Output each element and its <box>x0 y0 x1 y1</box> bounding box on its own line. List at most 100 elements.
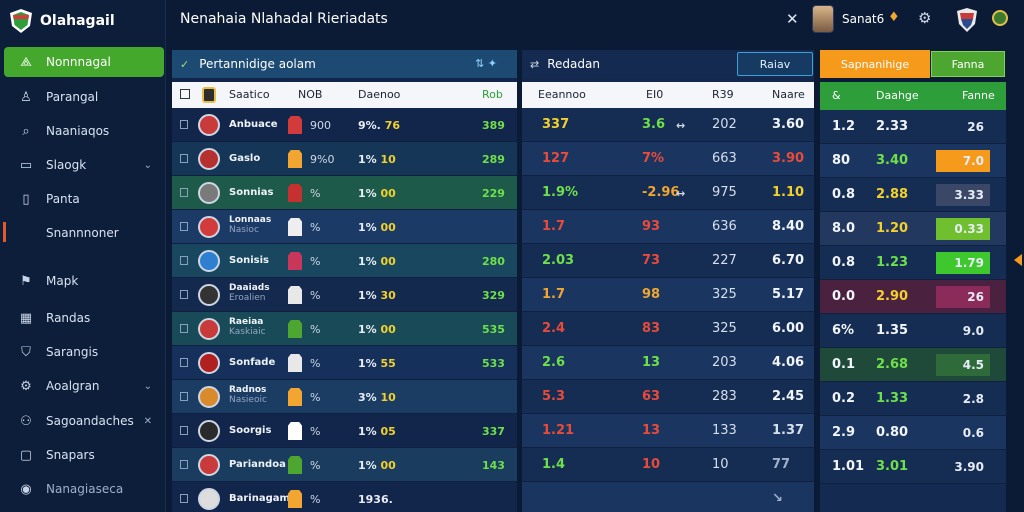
table-row[interactable]: 80 3.40 7.0 <box>820 144 1006 178</box>
col-b[interactable]: Daahge <box>876 89 919 102</box>
badge-icon[interactable] <box>992 10 1008 26</box>
pin-icon[interactable]: ⇅ ✦ <box>475 57 497 70</box>
user-name[interactable]: Sanat6 <box>842 12 885 26</box>
table-row[interactable]: 337 3.6 ↔ 202 3.60 <box>522 108 814 142</box>
table-row[interactable]: 6% 1.35 9.0 <box>820 314 1006 348</box>
row-checkbox[interactable] <box>180 120 188 129</box>
cell-c[interactable]: 26 <box>936 286 990 308</box>
table-row[interactable]: 8.0 1.20 0.33 <box>820 212 1006 246</box>
col-c[interactable]: R39 <box>712 88 734 101</box>
cell-c[interactable]: 4.5 <box>936 354 990 376</box>
table-row[interactable]: 0.8 2.88 3.33 <box>820 178 1006 212</box>
row-checkbox[interactable] <box>180 290 188 299</box>
col-c2[interactable]: Daenoo <box>358 88 401 101</box>
check-icon[interactable]: ✓ <box>180 57 190 71</box>
sidebar-item[interactable]: ⟁ Nonnnagal <box>4 47 164 77</box>
table-row[interactable]: Daaiads Eroalien% 1% 30 329 <box>172 278 517 312</box>
select-all-checkbox[interactable] <box>180 89 190 99</box>
table-row[interactable]: Radnos Nasieoic% 3% 10 <box>172 380 517 414</box>
filter-button[interactable]: Raiav <box>737 52 813 76</box>
col-a[interactable]: & <box>832 89 841 102</box>
row-checkbox[interactable] <box>180 358 188 367</box>
table-row[interactable]: Sonnias% 1% 00 229 <box>172 176 517 210</box>
highlight-button[interactable]: Sapnanihige <box>820 50 930 78</box>
chevron-down-icon[interactable]: ⌄ <box>143 380 152 392</box>
cell-c[interactable]: 2.8 <box>962 392 984 406</box>
table-row[interactable]: 1.2 2.33 26 <box>820 110 1006 144</box>
sidebar-item[interactable]: ▯ Panta <box>4 184 164 214</box>
sidebar-item[interactable]: ⛉ Sarangis <box>4 337 164 367</box>
col-c[interactable]: Fanne <box>962 89 995 102</box>
avatar[interactable] <box>812 5 834 33</box>
cell-c[interactable]: 3.90 <box>954 460 984 474</box>
club-crest-icon[interactable] <box>956 7 978 33</box>
row-checkbox[interactable] <box>180 256 188 265</box>
row-checkbox[interactable] <box>180 460 188 469</box>
row-checkbox[interactable] <box>180 188 188 197</box>
sidebar-item[interactable]: ▦ Randas <box>4 303 164 333</box>
col-c3[interactable]: Rob <box>482 88 503 101</box>
table-row[interactable]: 1.9% -2.96 ↔ 975 1.10 <box>522 176 814 210</box>
sidebar-item[interactable]: ⚑ Mapk <box>4 266 164 296</box>
row-checkbox[interactable] <box>180 426 188 435</box>
table-row[interactable]: 127 7% 663 3.90 <box>522 142 814 176</box>
table-row[interactable]: 1.01 3.01 3.90 <box>820 450 1006 484</box>
col-c1[interactable]: NOB <box>298 88 323 101</box>
gear-icon[interactable]: ⚙ <box>918 9 932 27</box>
sidebar-item[interactable]: ♙ Parangal <box>4 82 164 112</box>
table-row[interactable]: Pariandoa% 1% 00 143 <box>172 448 517 482</box>
table-row[interactable]: 1.21 13 133 1.37 <box>522 414 814 448</box>
cell-c[interactable]: 9.0 <box>962 324 984 338</box>
table-row[interactable]: 5.3 63 283 2.45 <box>522 380 814 414</box>
table-row[interactable]: Gaslo 9%0 1% 10 289 <box>172 142 517 176</box>
sidebar-item[interactable]: ⚙ Aoalgran ⌄ <box>4 371 164 401</box>
close-icon[interactable]: ✕ <box>143 415 152 427</box>
close-icon[interactable]: ✕ <box>786 10 799 28</box>
table-row[interactable]: 2.6 13 203 4.06 <box>522 346 814 380</box>
table-row[interactable]: Barinagam% 1936. <box>172 482 517 512</box>
cell-c[interactable]: 0.6 <box>962 426 984 440</box>
table-row[interactable]: Sonfade% 1% 55 533 <box>172 346 517 380</box>
cell-c[interactable]: 0.33 <box>936 218 990 240</box>
sidebar-item[interactable]: ▢ Snapars <box>4 440 164 470</box>
row-checkbox[interactable] <box>180 494 188 503</box>
row-checkbox[interactable] <box>180 324 188 333</box>
table-row[interactable]: 0.2 1.33 2.8 <box>820 382 1006 416</box>
table-row[interactable]: Sonisis% 1% 00 280 <box>172 244 517 278</box>
row-checkbox[interactable] <box>180 392 188 401</box>
sidebar-item[interactable]: ⌕ Naaniaqos <box>4 116 164 146</box>
expand-arrow-icon[interactable] <box>1014 254 1022 266</box>
col-d[interactable]: Naare <box>772 88 805 101</box>
table-row[interactable]: 1.7 98 325 5.17 <box>522 278 814 312</box>
sidebar-item[interactable]: Snannnoner <box>3 218 164 248</box>
cell-c[interactable]: 1.79 <box>936 252 990 274</box>
table-row[interactable]: 2.03 73 227 6.70 <box>522 244 814 278</box>
col-team[interactable]: Saatico <box>229 88 270 101</box>
brand[interactable]: Olahagail <box>8 4 115 38</box>
table-row[interactable]: 1.7 93 636 8.40 <box>522 210 814 244</box>
cell-c[interactable]: 3.33 <box>936 184 990 206</box>
col-a[interactable]: Eeannoo <box>538 88 586 101</box>
table-row[interactable]: Anbuace 900 9%. 76 389 <box>172 108 517 142</box>
sidebar-item[interactable]: ⚇ Sagoandaches ✕ <box>4 406 164 436</box>
swap-icon[interactable]: ⇄ <box>530 57 540 71</box>
table-row[interactable]: 0.1 2.68 4.5 <box>820 348 1006 382</box>
table-row[interactable]: 2.9 0.80 0.6 <box>820 416 1006 450</box>
table-row[interactable]: 0.8 1.23 1.79 <box>820 246 1006 280</box>
fire-icon[interactable]: ♦ <box>888 10 900 25</box>
row-checkbox[interactable] <box>180 222 188 231</box>
row-checkbox[interactable] <box>180 154 188 163</box>
form-button[interactable]: Fanna <box>931 51 1005 77</box>
table-row[interactable]: Raeiaa Kaskiaic% 1% 00 535 <box>172 312 517 346</box>
col-b[interactable]: EI0 <box>646 88 664 101</box>
chevron-down-icon[interactable]: ⌄ <box>143 159 152 171</box>
sidebar-item[interactable]: ▭ Slaogk ⌄ <box>4 150 164 180</box>
table-row[interactable]: 1.4 10 10 77 <box>522 448 814 482</box>
sidebar-item[interactable]: ◉ Nanagiaseca <box>4 474 164 504</box>
table-row[interactable]: 2.4 83 325 6.00 <box>522 312 814 346</box>
table-row[interactable]: Lonnaas Nasioc% 1% 00 <box>172 210 517 244</box>
table-row[interactable]: ↘ <box>522 482 814 512</box>
cell-c[interactable]: 26 <box>967 120 984 134</box>
table-row[interactable]: Soorgis% 1% 05 337 <box>172 414 517 448</box>
cell-c[interactable]: 7.0 <box>936 150 990 172</box>
